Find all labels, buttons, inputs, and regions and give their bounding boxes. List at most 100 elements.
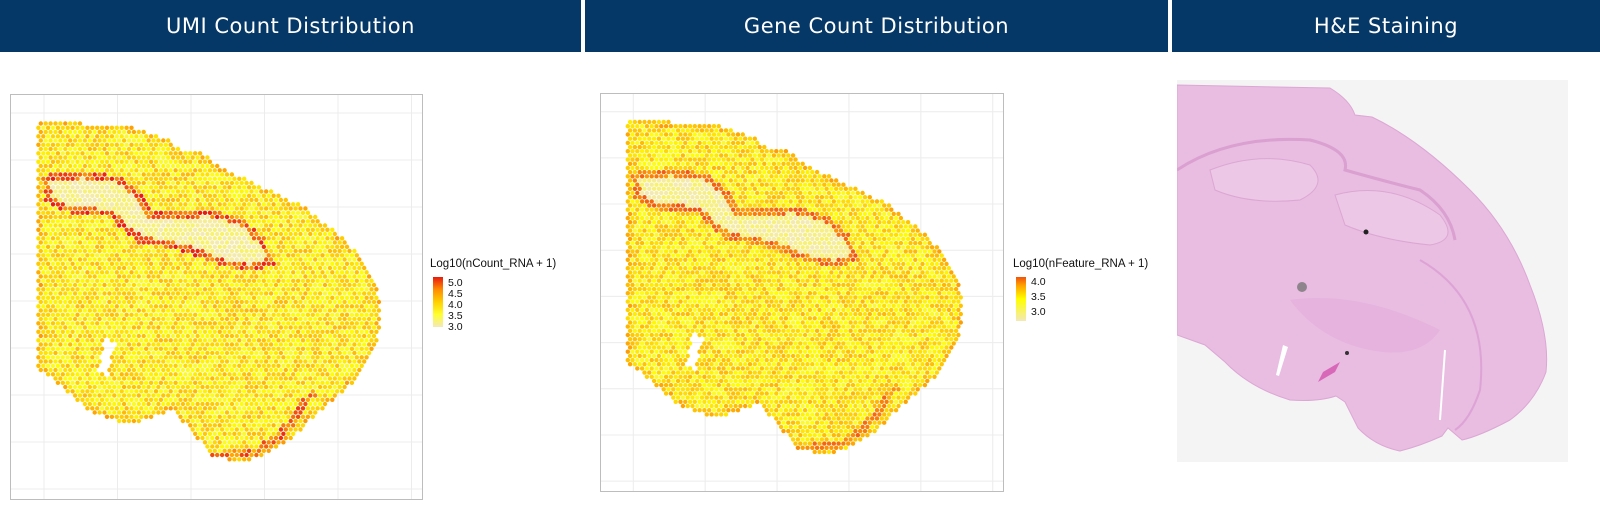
spot [264, 299, 269, 305]
spot [283, 350, 288, 356]
umi-colorbar [433, 277, 443, 327]
spot [95, 389, 100, 394]
spot [168, 295, 173, 300]
spot [38, 138, 43, 143]
spot [347, 308, 352, 313]
spot [800, 186, 805, 191]
spot [102, 299, 107, 305]
spot [161, 189, 166, 194]
spot [229, 418, 235, 424]
spot [740, 182, 745, 187]
spot [232, 227, 237, 232]
spot [173, 363, 178, 368]
spot [310, 372, 315, 377]
spot [104, 253, 110, 258]
spot [107, 206, 112, 211]
spot [70, 185, 75, 190]
spot [107, 180, 112, 186]
spot [222, 270, 227, 275]
spot [68, 308, 73, 313]
spot [266, 440, 271, 445]
spot [180, 257, 186, 262]
spot [357, 308, 362, 313]
spot [239, 299, 244, 305]
spot [244, 367, 249, 373]
spot [205, 308, 210, 313]
spot [202, 312, 208, 317]
spot [124, 210, 129, 215]
spot [175, 401, 181, 407]
spot [183, 244, 188, 249]
spot [129, 134, 134, 139]
spot [36, 202, 41, 207]
spot [146, 146, 151, 152]
spot [222, 372, 227, 377]
spot [259, 418, 264, 424]
spot [293, 316, 298, 322]
spot [104, 134, 110, 139]
spot [53, 299, 58, 305]
spot [303, 223, 308, 228]
spot [153, 329, 159, 334]
spot [87, 401, 93, 407]
spot [151, 410, 156, 415]
spot [335, 304, 340, 309]
spot [327, 359, 333, 364]
spot [762, 153, 767, 158]
spot [721, 132, 726, 137]
spot [141, 325, 146, 330]
spot [126, 401, 132, 407]
spot [82, 146, 88, 152]
spot [124, 372, 129, 377]
spot [774, 199, 779, 204]
spot [239, 342, 244, 347]
spot [193, 159, 198, 164]
spot [190, 180, 195, 186]
spot [151, 146, 156, 152]
spot [190, 316, 195, 322]
spot [639, 140, 645, 146]
spot [134, 397, 139, 402]
spot [227, 202, 232, 207]
spot [327, 240, 333, 245]
spot [185, 214, 190, 220]
spot [322, 393, 328, 398]
spot [300, 406, 306, 411]
spot [114, 168, 120, 173]
spot [215, 367, 220, 373]
spot [114, 244, 120, 249]
spot [855, 199, 860, 204]
spot [246, 261, 252, 266]
spot [148, 304, 154, 309]
spot [144, 329, 149, 334]
spot [170, 189, 176, 194]
umi-legend-title: Log10(nCount_RNA + 1) [430, 258, 557, 270]
spot [175, 410, 181, 415]
spot [75, 261, 80, 266]
spot [305, 253, 311, 258]
spot [139, 363, 144, 368]
spot [77, 248, 83, 254]
spot [778, 182, 784, 187]
spot [190, 163, 195, 169]
spot [293, 401, 298, 407]
spot [104, 321, 110, 326]
spot [661, 195, 666, 200]
spot [92, 223, 97, 228]
spot [190, 282, 195, 288]
spot [239, 240, 244, 245]
spot [227, 236, 232, 241]
spot [50, 244, 56, 249]
spot [60, 151, 65, 156]
spot [163, 372, 168, 377]
spot [632, 186, 638, 191]
spot [625, 165, 630, 171]
spot [107, 308, 112, 313]
spot [308, 333, 313, 339]
spot [711, 207, 717, 212]
spot [153, 304, 159, 309]
spot [97, 342, 102, 347]
spot [134, 261, 139, 266]
spot [163, 151, 168, 156]
spot [735, 132, 741, 137]
